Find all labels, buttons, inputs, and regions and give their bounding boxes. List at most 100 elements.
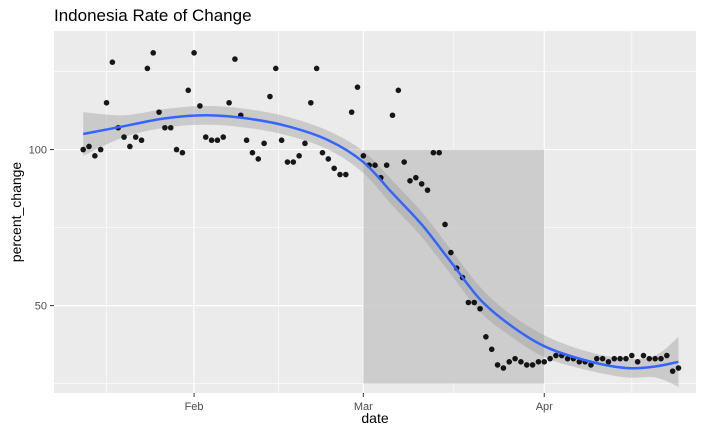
data-point [249, 149, 256, 156]
data-point [529, 362, 536, 368]
data-point [675, 365, 682, 371]
data-point [220, 134, 227, 140]
data-point [97, 146, 104, 153]
data-point [127, 143, 133, 150]
data-point [418, 181, 425, 187]
data-point [138, 137, 145, 144]
data-point [80, 146, 86, 153]
data-point [576, 358, 583, 365]
data-point [337, 171, 343, 178]
data-point [564, 355, 571, 362]
data-point [652, 355, 658, 362]
axes: Feb Mar Apr 50 100 [29, 145, 554, 413]
data-point [541, 358, 548, 365]
data-point [640, 352, 647, 359]
data-point [360, 153, 367, 159]
data-point [144, 65, 151, 72]
data-point [593, 355, 600, 362]
data-point [465, 299, 472, 306]
data-point [436, 149, 443, 156]
x-tick-label: Apr [536, 401, 553, 413]
data-point [669, 368, 676, 374]
x-tick-label: Mar [354, 401, 373, 413]
data-point [383, 162, 390, 168]
data-point [488, 346, 495, 353]
data-point [506, 358, 513, 365]
data-point [343, 171, 349, 178]
data-point [202, 134, 209, 140]
data-point [92, 153, 98, 159]
y-tick-label: 100 [29, 145, 47, 157]
y-tick-label: 50 [35, 301, 47, 313]
data-point [150, 50, 157, 56]
data-point [401, 159, 407, 165]
data-point [448, 249, 454, 256]
data-point [208, 137, 215, 144]
data-point [477, 305, 483, 312]
data-point [272, 65, 279, 72]
data-point [494, 362, 501, 368]
data-point [646, 355, 653, 362]
data-point [156, 109, 162, 115]
data-point [424, 187, 431, 193]
data-point [442, 221, 448, 228]
data-point [658, 355, 664, 362]
data-point [121, 134, 127, 140]
data-point [255, 156, 262, 162]
scatter-points [80, 50, 682, 374]
data-point [284, 159, 291, 165]
x-axis-label: date [361, 410, 388, 426]
smooth-trend-line [82, 114, 679, 370]
data-point [313, 65, 320, 72]
data-point [191, 50, 197, 56]
data-point [226, 99, 232, 106]
data-point [162, 124, 168, 131]
data-point [197, 103, 203, 109]
data-point [623, 355, 629, 362]
data-point [599, 355, 606, 362]
data-point [389, 112, 396, 119]
data-point [588, 362, 594, 368]
data-point [483, 334, 489, 340]
chart-title: Indonesia Rate of Change [54, 6, 252, 25]
data-point [296, 153, 302, 159]
data-point [86, 143, 92, 150]
data-point [611, 355, 618, 362]
data-point [430, 149, 437, 156]
data-point [372, 162, 378, 168]
data-point [354, 84, 361, 90]
y-axis-label: percent_change [8, 162, 24, 263]
data-point [243, 137, 250, 144]
data-point [232, 56, 238, 62]
data-point [103, 99, 110, 106]
data-point [325, 156, 332, 162]
data-point [261, 140, 267, 147]
data-point [471, 299, 478, 306]
data-point [512, 355, 518, 362]
data-point [173, 146, 180, 153]
data-point [395, 87, 402, 94]
data-point [629, 352, 635, 359]
data-point [348, 109, 355, 115]
data-point [535, 358, 542, 365]
data-point [500, 365, 507, 371]
data-point [605, 358, 612, 365]
data-point [413, 174, 419, 181]
data-point [331, 165, 337, 172]
data-point [267, 93, 273, 100]
data-point [214, 137, 221, 144]
data-point [167, 124, 174, 131]
data-point [132, 134, 139, 140]
data-point [185, 87, 192, 94]
data-point [302, 140, 308, 147]
data-point [634, 358, 641, 365]
data-point [518, 358, 524, 365]
data-point [407, 177, 413, 184]
data-point [553, 352, 559, 359]
x-tick-label: Feb [185, 401, 204, 413]
data-point [179, 149, 186, 156]
data-point [109, 59, 116, 66]
data-point [308, 99, 314, 106]
